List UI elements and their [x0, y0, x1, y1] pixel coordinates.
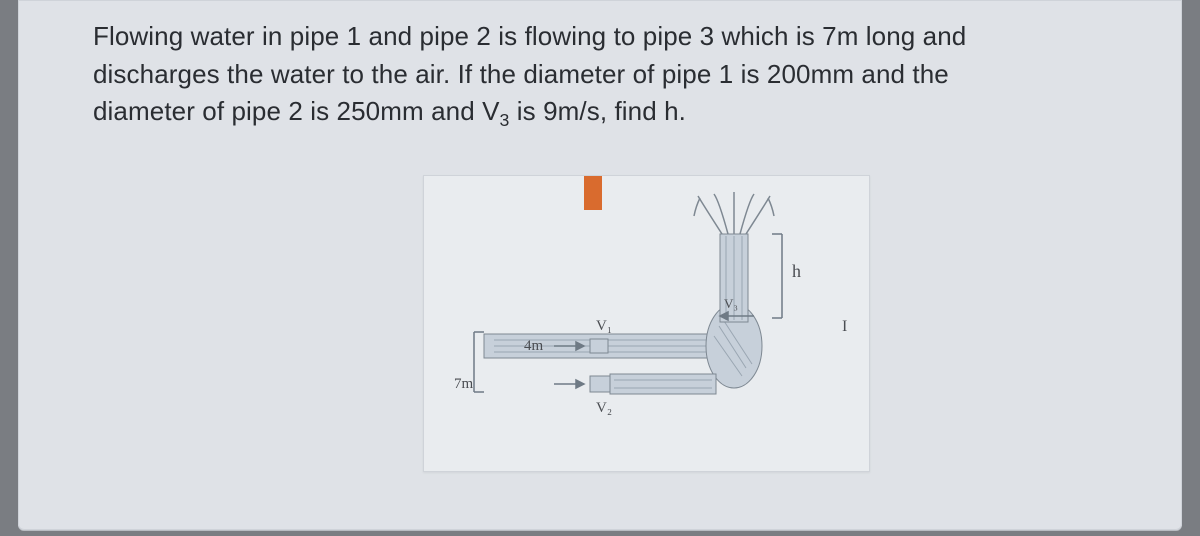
problem-line-3-post: is 9m/s, find h.	[509, 96, 686, 126]
fountain	[694, 192, 774, 234]
label-7m: 7m	[454, 376, 473, 393]
label-v2: V₂	[596, 400, 612, 417]
h-bracket	[772, 234, 782, 318]
arrow-v2	[554, 380, 584, 388]
figure-diagram: 7m 4m V₁ V₂ V₃ h I	[423, 175, 870, 472]
problem-line-3-sub: 3	[500, 111, 510, 131]
problem-statement: Flowing water in pipe 1 and pipe 2 is fl…	[93, 18, 1103, 134]
pipe2-mouth	[590, 376, 610, 392]
label-i: I	[842, 318, 847, 336]
problem-line-2: discharges the water to the air. If the …	[93, 59, 949, 89]
bracket-7m	[474, 332, 484, 392]
pipe2-body	[610, 374, 716, 394]
label-4m: 4m	[524, 338, 543, 355]
label-v1: V₁	[596, 318, 612, 335]
document-page: Flowing water in pipe 1 and pipe 2 is fl…	[18, 0, 1182, 530]
label-v3: V₃	[724, 296, 738, 312]
pipe1-mouth	[590, 339, 608, 353]
diagram-svg	[424, 176, 869, 471]
label-h: h	[792, 261, 801, 282]
problem-line-1: Flowing water in pipe 1 and pipe 2 is fl…	[93, 21, 966, 51]
problem-line-3-pre: diameter of pipe 2 is 250mm and V	[93, 96, 500, 126]
